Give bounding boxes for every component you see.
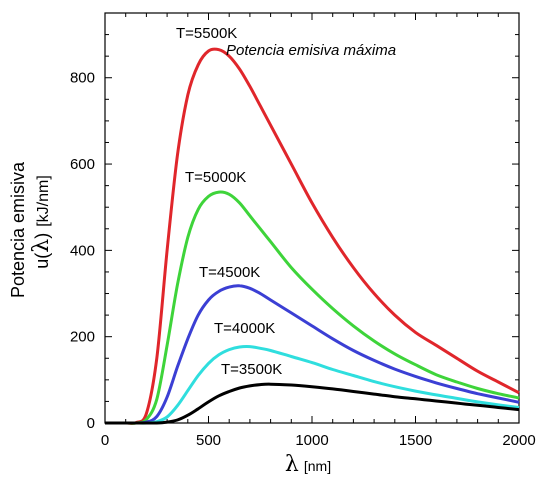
- y-axis-prefix: u(: [32, 253, 52, 269]
- x-tick-label: 1500: [399, 432, 432, 449]
- series-label-4000: T=4000K: [214, 320, 275, 337]
- x-tick-label: 1000: [295, 432, 328, 449]
- x-axis-title: λ [nm]: [285, 452, 331, 477]
- peak-annotation: Potencia emisiva máxima: [226, 42, 396, 59]
- y-axis-quantity: u(λ) [kJ/nm]: [29, 175, 54, 269]
- y-tick-label: 0: [87, 415, 95, 432]
- series-label-5000: T=5000K: [185, 169, 246, 186]
- y-tick-label: 600: [70, 156, 95, 173]
- y-tick-label: 400: [70, 242, 95, 259]
- series-line-4000: [105, 345, 520, 425]
- x-tick-label: 500: [196, 432, 221, 449]
- series-label-4500: T=4500K: [199, 264, 260, 281]
- x-tick-label: 0: [101, 432, 109, 449]
- series-label-3500: T=3500K: [221, 361, 282, 378]
- x-axis-symbol: λ: [285, 452, 299, 477]
- y-axis-title: Potencia emisiva: [8, 161, 28, 298]
- y-tick-label: 200: [70, 329, 95, 346]
- series-label-5500: T=5500K: [176, 25, 237, 42]
- series-line-5500: [104, 47, 520, 425]
- series-lines: [104, 47, 520, 425]
- x-tick-label: 2000: [502, 432, 535, 449]
- series-line-3500: [105, 382, 520, 425]
- y-axis-unit: [kJ/nm]: [35, 175, 52, 227]
- y-axis-suffix: ): [32, 233, 52, 239]
- y-axis-symbol: λ: [29, 239, 54, 253]
- y-tick-label: 800: [70, 70, 95, 87]
- series-line-5000: [105, 190, 520, 425]
- x-axis-unit: [nm]: [304, 458, 331, 474]
- series-line-4500: [105, 284, 520, 425]
- axis-ticks: 0 500 1000 1500 2000 0 200 400 600 800: [70, 13, 536, 449]
